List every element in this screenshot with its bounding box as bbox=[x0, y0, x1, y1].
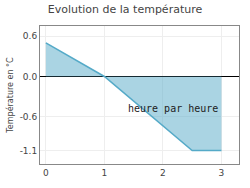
svg-text:0: 0 bbox=[43, 168, 49, 178]
svg-text:2: 2 bbox=[160, 168, 166, 178]
svg-text:Evolution de la température: Evolution de la température bbox=[48, 3, 203, 16]
svg-text:1: 1 bbox=[102, 168, 108, 178]
svg-text:-0.6: -0.6 bbox=[20, 112, 38, 122]
svg-text:0.6: 0.6 bbox=[23, 31, 38, 41]
svg-text:heure par heure: heure par heure bbox=[128, 103, 218, 114]
svg-text:3: 3 bbox=[219, 168, 225, 178]
svg-text:Température en °C: Température en °C bbox=[5, 57, 15, 134]
svg-text:0.0: 0.0 bbox=[23, 72, 38, 82]
svg-text:-1.1: -1.1 bbox=[20, 146, 38, 156]
